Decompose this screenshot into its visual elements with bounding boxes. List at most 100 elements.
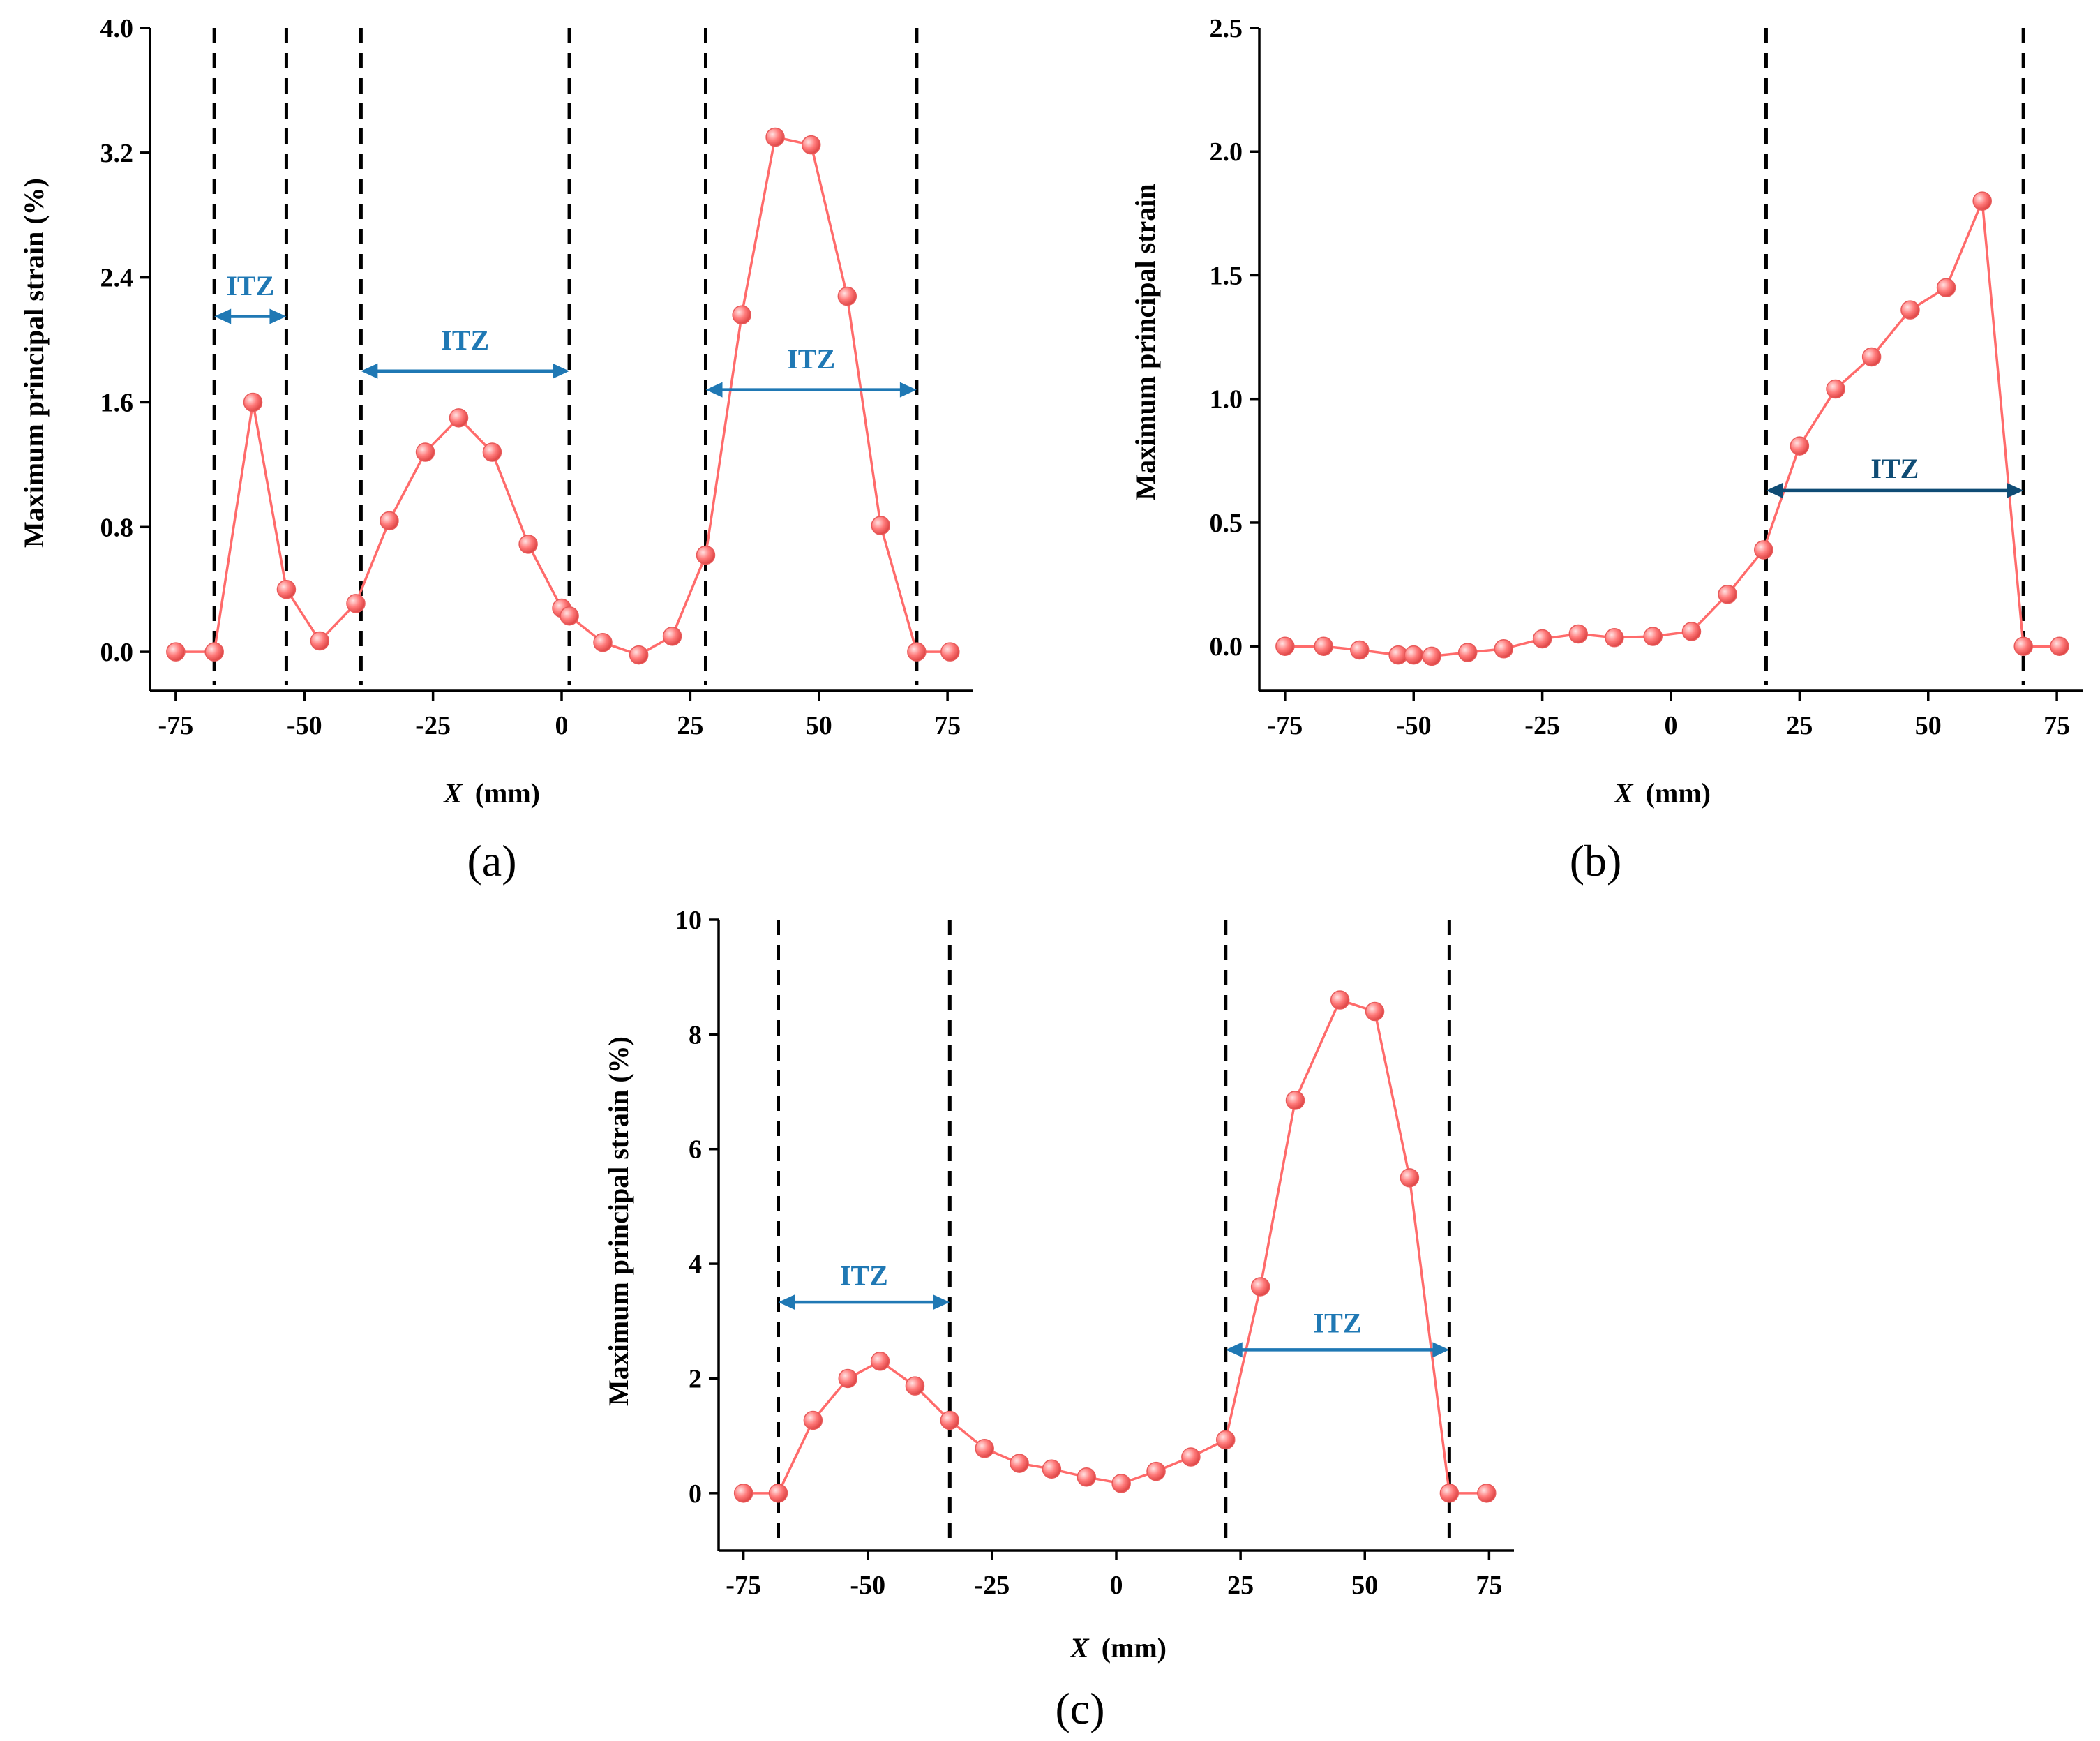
itz-label-a-0: ITZ	[226, 270, 274, 301]
y-tick-label-c-1: 2	[689, 1364, 702, 1393]
data-point-a-16	[696, 545, 716, 565]
y-tick-label-b-0: 0.0	[1210, 632, 1243, 662]
data-point-c-7	[975, 1438, 994, 1458]
y-tick-label-b-4: 2.0	[1210, 137, 1243, 167]
itz-arrow-head-left-a-2	[705, 382, 723, 398]
data-point-b-4	[1404, 645, 1423, 665]
data-point-c-3	[838, 1368, 857, 1389]
y-tick-label-c-3: 6	[689, 1135, 702, 1165]
data-point-c-6	[940, 1410, 960, 1430]
data-point-b-16	[1826, 379, 1845, 399]
double-headed-arrow-icon	[705, 382, 917, 398]
x-tick-label-a-2: -25	[415, 711, 451, 740]
x-axis-unit-c: (mm)	[1102, 1632, 1167, 1664]
data-point-c-15	[1250, 1277, 1270, 1297]
x-tick-label-b-6: 75	[2043, 711, 2070, 740]
itz-label-c-0: ITZ	[840, 1260, 888, 1292]
x-axis-unit-b: (mm)	[1646, 777, 1711, 809]
x-tick-label-a-5: 50	[806, 711, 832, 740]
x-axis-var-b: X	[1613, 777, 1634, 809]
series-line-a	[175, 135, 950, 657]
data-point-b-9	[1568, 624, 1588, 644]
x-tick-label-c-4: 25	[1227, 1571, 1254, 1600]
data-point-b-22	[2050, 636, 2069, 656]
data-point-b-11	[1643, 627, 1663, 646]
data-point-c-11	[1111, 1474, 1131, 1493]
data-point-a-20	[837, 286, 857, 306]
panel-label-c: (c)	[1055, 1684, 1104, 1733]
data-point-b-6	[1457, 643, 1478, 662]
series-line-c	[743, 998, 1487, 1495]
data-point-b-8	[1532, 629, 1552, 649]
data-point-a-17	[732, 305, 751, 325]
data-point-b-7	[1494, 638, 1514, 659]
x-tick-label-c-5: 50	[1351, 1571, 1378, 1600]
itz-label-b-0: ITZ	[1870, 453, 1919, 484]
data-point-a-12	[560, 606, 579, 626]
data-point-c-2	[803, 1410, 823, 1430]
data-point-a-3	[276, 579, 297, 599]
itz-arrow-head-left-a-0	[214, 308, 232, 324]
data-point-a-0	[166, 642, 186, 662]
data-point-b-21	[2013, 636, 2033, 656]
data-point-a-14	[629, 645, 649, 665]
y-tick-label-a-4: 3.2	[100, 139, 134, 168]
data-point-c-8	[1010, 1454, 1029, 1473]
x-tick-label-b-4: 25	[1786, 711, 1813, 740]
x-tick-label-c-3: 0	[1110, 1571, 1123, 1600]
data-point-a-7	[415, 442, 435, 462]
data-point-b-18	[1900, 300, 1920, 320]
y-tick-label-a-2: 1.6	[100, 388, 134, 417]
data-point-a-15	[662, 627, 682, 646]
data-point-c-14	[1216, 1430, 1236, 1450]
data-point-c-17	[1330, 990, 1350, 1010]
y-tick-label-a-5: 4.0	[100, 14, 134, 43]
data-point-a-10	[518, 535, 538, 554]
data-point-c-10	[1077, 1467, 1096, 1487]
x-tick-label-b-2: -25	[1524, 711, 1560, 740]
x-tick-label-a-6: 75	[934, 711, 961, 740]
data-point-a-21	[871, 516, 890, 535]
data-point-b-17	[1861, 347, 1882, 367]
itz-label-a-2: ITZ	[787, 343, 835, 375]
double-headed-arrow-icon	[1225, 1342, 1450, 1358]
x-tick-label-c-0: -75	[726, 1571, 761, 1600]
panel-label-a: (a)	[467, 836, 516, 886]
x-axis-unit-a: (mm)	[475, 777, 540, 809]
data-point-b-1	[1314, 636, 1333, 656]
x-tick-label-c-1: -50	[850, 1571, 885, 1600]
y-tick-label-b-2: 1.0	[1210, 385, 1243, 414]
y-tick-label-c-4: 8	[689, 1020, 702, 1049]
y-tick-label-a-1: 0.8	[100, 513, 134, 542]
data-point-b-20	[1972, 191, 1992, 211]
data-point-c-12	[1146, 1461, 1166, 1481]
chart-panel-a: 0.0 0.8 1.6 2.4 3.2 4.0 -75 -50 -25 0 25 50 75 ITZ ITZ…	[18, 14, 973, 886]
data-point-c-1	[768, 1484, 788, 1503]
series-line-b	[1284, 200, 2060, 658]
data-point-b-13	[1718, 585, 1737, 604]
itz-arrow-head-right-a-2	[899, 382, 917, 398]
itz-arrow-head-right-b-0	[2007, 482, 2024, 498]
itz-label-a-1: ITZ	[441, 324, 489, 356]
chart-panel-b: 0.0 0.5 1.0 1.5 2.0 2.5 -75 -50 -25 0 25 50 75 ITZ Ma…	[1130, 14, 2083, 886]
data-point-b-19	[1936, 278, 1956, 297]
itz-arrow-head-left-b-0	[1766, 482, 1783, 498]
double-headed-arrow-icon	[778, 1294, 950, 1310]
data-point-a-2	[243, 392, 263, 412]
x-axis-title-a: X (mm)	[442, 777, 540, 809]
itz-arrow-head-left-a-1	[361, 363, 378, 379]
x-axis-var-c: X	[1069, 1632, 1090, 1664]
itz-arrow-head-right-a-1	[553, 363, 570, 379]
x-axis-var-a: X	[442, 777, 463, 809]
data-point-c-16	[1285, 1091, 1305, 1110]
itz-label-c-1: ITZ	[1314, 1308, 1362, 1339]
data-point-a-22	[907, 642, 927, 662]
y-axis-title-a: Maximum principal strain (%)	[18, 178, 50, 548]
y-tick-label-b-5: 2.5	[1210, 14, 1243, 43]
data-point-a-9	[482, 442, 502, 462]
x-tick-label-a-4: 25	[677, 711, 703, 740]
y-tick-label-b-1: 0.5	[1210, 509, 1243, 538]
plot-area-b: 0.0 0.5 1.0 1.5 2.0 2.5 -75 -50 -25 0 25 50 75 ITZ	[1210, 14, 2083, 740]
data-point-b-14	[1754, 540, 1773, 560]
